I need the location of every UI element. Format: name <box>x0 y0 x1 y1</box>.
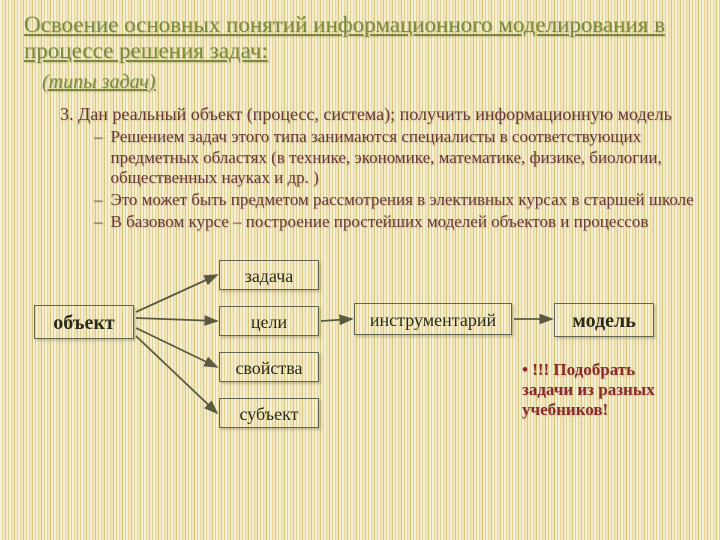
diagram-node-object: объект <box>34 305 134 339</box>
diagram-node-model: модель <box>554 303 654 337</box>
diagram-node-props: свойства <box>219 352 319 382</box>
bullet-text: Это может быть предметом рассмотрения в … <box>111 190 694 210</box>
dash-icon: – <box>94 190 103 210</box>
note-line: • !!! Подобрать <box>522 360 655 380</box>
page-subtitle: (типы задач) <box>42 71 696 94</box>
item-number: 3. <box>60 104 74 124</box>
diagram-node-goals: цели <box>219 306 319 336</box>
diagram-node-task: задача <box>219 260 319 290</box>
diagram-area: объект задача цели свойства субъект инструмен… <box>24 250 696 460</box>
bullet-text: Решением задач этого типа занимаются спе… <box>111 127 697 187</box>
list-item-head: 3. Дан реальный объект (процесс, система… <box>60 104 696 126</box>
bullet-text: В базовом курсе – построение простейших … <box>111 212 649 232</box>
note-line: учебников! <box>522 400 655 420</box>
diagram-node-subj: субъект <box>219 398 319 428</box>
dash-icon: – <box>94 127 103 187</box>
diagram-node-instr: инструментарий <box>354 303 512 335</box>
note-line: задачи из разных <box>522 380 655 400</box>
dash-icon: – <box>94 212 103 232</box>
page-title: Освоение основных понятий информационног… <box>24 12 696 65</box>
diagram-arrows <box>24 250 696 460</box>
list-item: – Решением задач этого типа занимаются с… <box>94 127 696 187</box>
list-item: – В базовом курсе – построение простейши… <box>94 212 696 232</box>
item-text: Дан реальный объект (процесс, система); … <box>78 104 672 124</box>
bullet-list: – Решением задач этого типа занимаются с… <box>94 127 696 231</box>
list-item: – Это может быть предметом рассмотрения … <box>94 190 696 210</box>
footnote: • !!! Подобрать задачи из разных учебник… <box>522 360 655 421</box>
